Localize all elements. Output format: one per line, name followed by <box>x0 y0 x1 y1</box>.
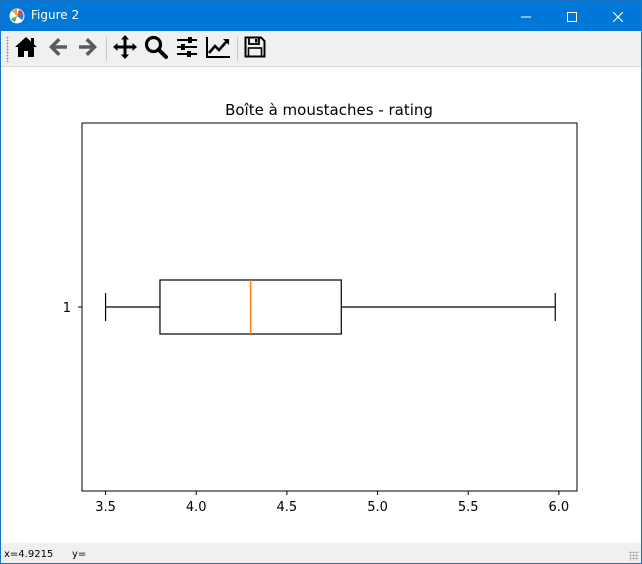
boxplot-chart: Boîte à moustaches - rating 1 3.5 4.0 4.5 5.… <box>63 101 578 515</box>
forward-button[interactable] <box>74 35 102 63</box>
maximize-button[interactable] <box>549 1 595 31</box>
close-icon <box>612 7 624 26</box>
minimize-icon <box>521 7 531 26</box>
x-tick-label: 4.0 <box>186 500 207 515</box>
floppy-disk-icon <box>244 36 266 62</box>
chart-title: Boîte à moustaches - rating <box>225 101 433 119</box>
toolbar-separator <box>237 37 238 61</box>
magnifier-icon <box>144 35 168 63</box>
toolbar-separator <box>106 37 107 61</box>
edit-axis-button[interactable] <box>204 35 232 63</box>
y-coordinate-readout: y= <box>72 549 87 560</box>
x-coordinate-readout: x=4.9215 <box>4 549 54 560</box>
matplotlib-logo-icon <box>9 8 25 24</box>
navigation-toolbar <box>1 31 641 67</box>
chart-line-icon <box>205 35 231 63</box>
toolbar-grip[interactable] <box>6 36 9 62</box>
x-tick-label: 5.0 <box>367 500 388 515</box>
back-button[interactable] <box>44 35 72 63</box>
zoom-button[interactable] <box>142 35 170 63</box>
save-button[interactable] <box>241 35 269 63</box>
home-icon <box>14 36 38 62</box>
figure-canvas[interactable]: Boîte à moustaches - rating 1 3.5 4.0 4.5 5.… <box>1 67 641 543</box>
x-tick-label: 5.5 <box>458 500 479 515</box>
sliders-icon <box>175 35 199 63</box>
move-icon <box>113 35 137 63</box>
close-button[interactable] <box>595 1 641 31</box>
arrow-right-icon <box>77 37 99 61</box>
window-title: Figure 2 <box>31 8 80 22</box>
x-tick-label: 4.5 <box>277 500 298 515</box>
maximize-icon <box>567 7 577 26</box>
minimize-button[interactable] <box>503 1 549 31</box>
home-button[interactable] <box>12 35 40 63</box>
configure-subplots-button[interactable] <box>173 35 201 63</box>
y-tick-label: 1 <box>63 301 71 316</box>
arrow-left-icon <box>47 37 69 61</box>
x-tick-label: 3.5 <box>95 500 116 515</box>
title-bar[interactable]: Figure 2 <box>1 1 641 31</box>
pan-button[interactable] <box>111 35 139 63</box>
x-tick-label: 6.0 <box>549 500 570 515</box>
resize-grip[interactable] <box>629 551 639 561</box>
status-bar: x=4.9215 y= <box>1 543 641 563</box>
